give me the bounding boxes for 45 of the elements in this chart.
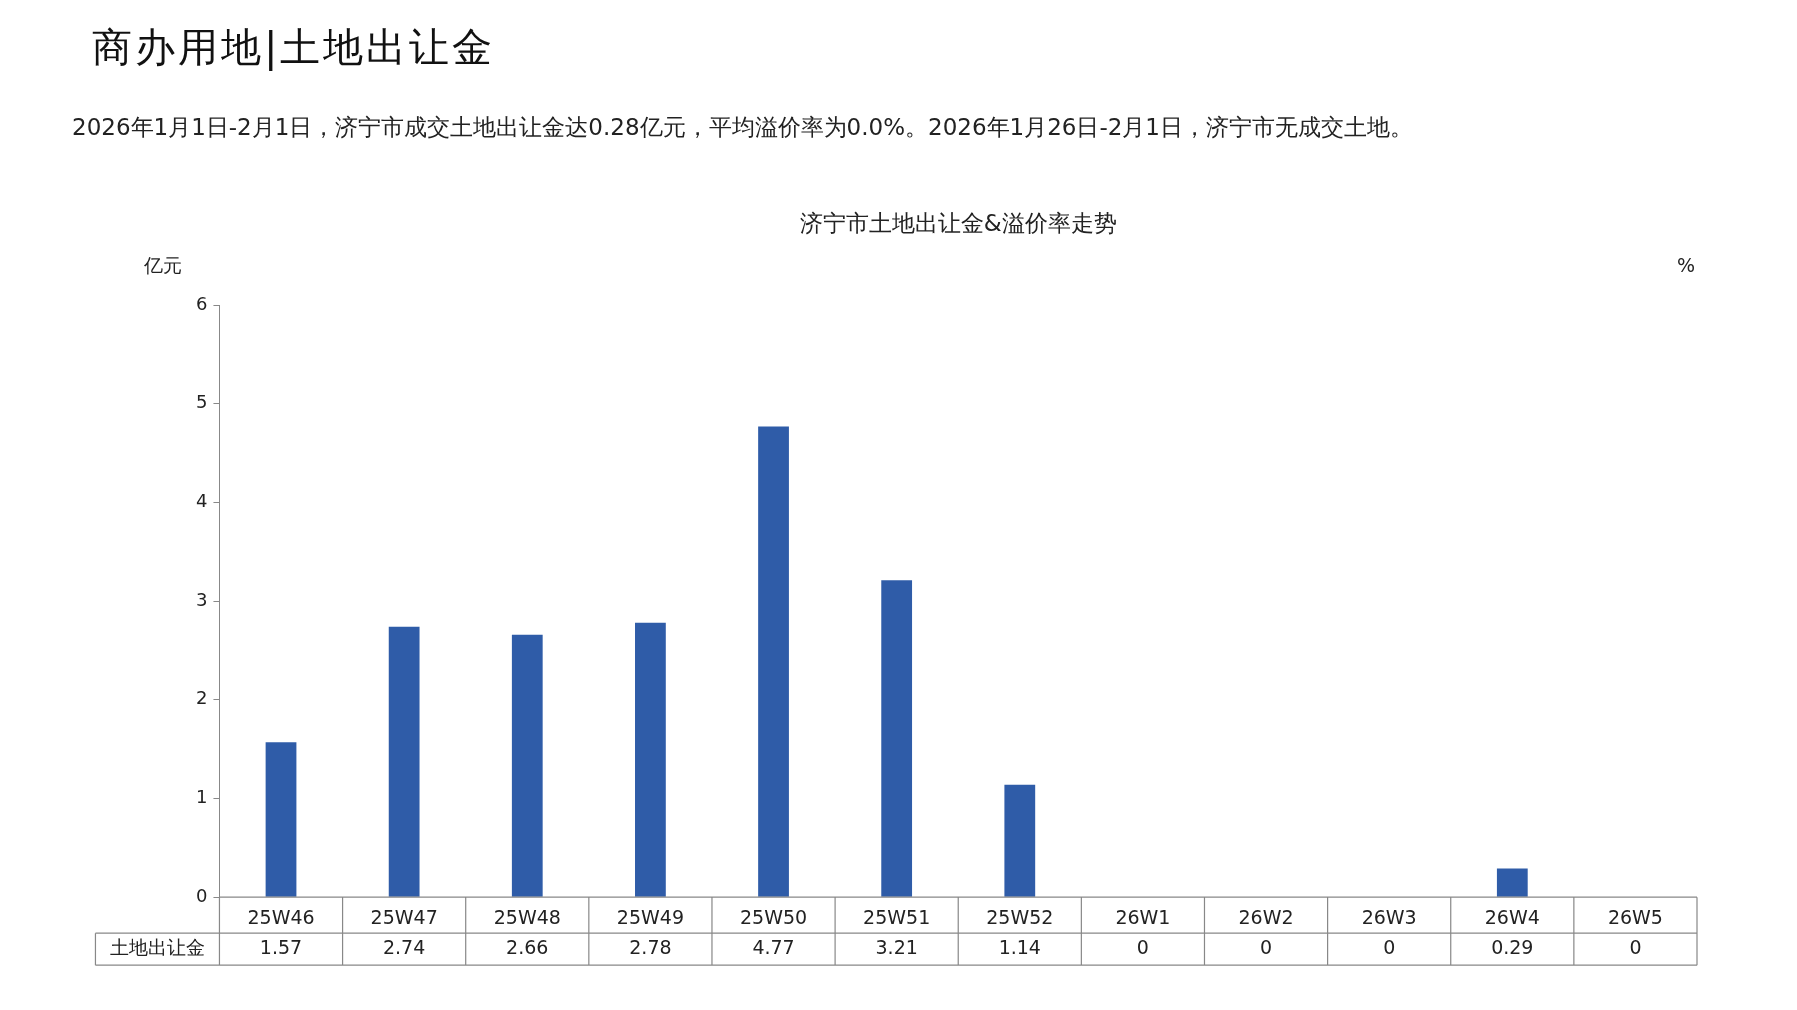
y-tick-label: 0 (196, 884, 208, 906)
x-tick-label: 25W51 (863, 905, 931, 928)
x-tick-label: 26W4 (1484, 905, 1540, 928)
data-label: 0 (1629, 936, 1642, 959)
y-tick-label: 3 (196, 588, 208, 610)
x-tick-label: 25W46 (247, 905, 315, 928)
y-axis-title: 亿元 (143, 253, 183, 276)
data-label: 1.14 (998, 936, 1041, 959)
data-label: 2.74 (382, 936, 426, 959)
y-tick-label: 6 (196, 292, 208, 314)
y2-axis-title: % (1676, 253, 1695, 276)
data-label: 1.57 (259, 936, 303, 959)
bar (635, 622, 666, 897)
data-label: 0 (1260, 936, 1273, 959)
x-tick-label: 26W1 (1115, 905, 1171, 928)
x-tick-label: 25W48 (493, 905, 561, 928)
data-label: 0 (1383, 936, 1396, 959)
data-label: 2.78 (629, 936, 672, 959)
bar (758, 426, 789, 897)
y-tick-label: 5 (196, 391, 208, 413)
data-label: 4.77 (752, 936, 795, 959)
x-tick-label: 26W2 (1238, 905, 1294, 928)
bar (388, 626, 420, 897)
x-tick-label: 26W3 (1361, 905, 1417, 928)
x-tick-label: 26W5 (1607, 905, 1663, 928)
text: 济宁市土地出让金&溢价率走势 (799, 209, 1117, 236)
x-tick-label: 25W49 (616, 905, 684, 928)
y-tick-label: 4 (196, 490, 208, 512)
data-label: 0.29 (1491, 936, 1534, 959)
bar (265, 742, 297, 897)
chart-title: 商办用地|土地出让金 (92, 23, 496, 73)
bar (881, 580, 913, 897)
bar (1004, 784, 1036, 897)
bar (1496, 868, 1528, 897)
text: 土地出让金 (109, 936, 205, 959)
y-tick-label: 2 (196, 687, 208, 709)
bar (511, 634, 543, 897)
data-label: 0 (1136, 936, 1149, 959)
data-label: 3.21 (875, 936, 918, 959)
x-tick-label: 25W50 (739, 905, 808, 928)
chart-subtitle: 2026年1月1日-2月1日，济宁市成交土地出让金达0.28亿元，平均溢价率为0.0%。2026年1月26日-2月1日，济宁市无成交土地。 (72, 113, 1414, 142)
y-tick-label: 1 (196, 786, 208, 808)
x-tick-label: 25W47 (370, 905, 438, 928)
data-label: 2.66 (506, 936, 549, 959)
x-tick-label: 25W52 (986, 905, 1054, 928)
